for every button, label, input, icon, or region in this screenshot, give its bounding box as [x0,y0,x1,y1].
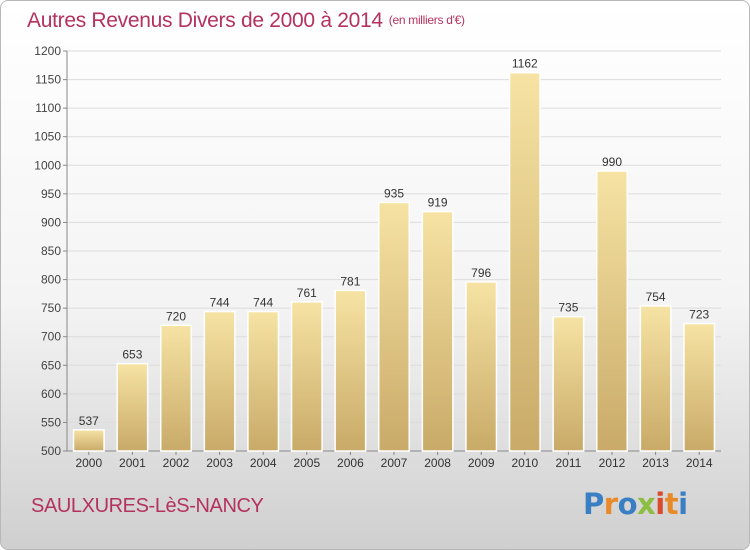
title-unit: (en milliers d'€) [388,13,465,27]
bar [247,310,280,452]
y-tick-label: 950 [41,187,61,201]
bars [72,71,716,452]
tick-labels: 500 550 600 650 700 750 800 850 900 950 1000 1050 11… [34,44,713,470]
logo-letter: r [603,487,618,521]
y-tick-label: 600 [41,387,61,401]
bar [639,305,672,452]
bar [508,71,541,452]
data-label: 990 [602,155,622,169]
data-labels: 537 653 720 744 744 761 781 935 919 796 1162 735 990… [79,57,710,428]
y-tick-label: 1100 [35,101,61,115]
x-tick-label: 2001 [119,456,146,470]
x-tick-label: 2014 [686,456,713,470]
bar [421,210,454,452]
title-text: Autres Revenus Divers de 2000 à 2014 [27,9,383,32]
y-tick-label: 550 [41,415,61,429]
bar [377,201,411,452]
bar [116,362,149,452]
y-tick-label: 900 [41,215,61,229]
y-tick-label: 800 [41,273,61,287]
x-tick-label: 2013 [642,456,669,470]
x-tick-label: 2010 [511,456,538,470]
x-tick-label: 2011 [555,456,581,470]
y-tick-label: 1150 [35,73,61,87]
data-label: 720 [166,309,186,323]
x-tick-label: 2006 [337,456,364,470]
data-label: 1162 [512,57,538,71]
x-tick-label: 2008 [424,456,451,470]
y-tick-label: 500 [41,444,61,458]
data-label: 744 [210,296,230,310]
data-label: 781 [340,274,360,288]
bar [290,301,323,452]
y-tick-label: 1000 [34,158,61,172]
bar [683,322,716,452]
data-label: 796 [471,266,491,280]
logo-letter: P [583,487,604,521]
x-tick-label: 2012 [599,456,626,470]
x-tick-label: 2004 [250,456,277,470]
y-tick-label: 700 [41,330,61,344]
x-tick-label: 2003 [206,456,233,470]
data-label: 723 [689,308,709,322]
data-label: 744 [253,296,273,310]
bar [203,310,236,452]
bar [552,315,585,452]
y-tick-label: 850 [41,244,61,258]
data-label: 537 [79,414,99,428]
chart-title: Autres Revenus Divers de 2000 à 2014 (en … [27,9,465,33]
logo-letter: i [655,487,665,521]
bar [334,289,367,452]
data-label: 735 [558,301,578,315]
data-label: 653 [122,348,142,362]
logo-letter: i [678,487,688,521]
bar [595,170,629,452]
y-tick-label: 1050 [34,130,61,144]
logo-letter: o [617,487,638,521]
logo-letter: t [664,487,679,521]
y-tick-label: 650 [41,358,61,372]
x-tick-label: 2009 [468,456,495,470]
data-label: 761 [297,286,317,300]
town-name: SAULXURES-LèS-NANCY [31,495,264,517]
data-label: 919 [428,196,448,210]
data-label: 754 [646,290,666,304]
logo-letter: x [637,487,656,521]
bar [465,281,498,452]
x-tick-label: 2007 [381,456,408,470]
x-tick-label: 2002 [163,456,190,470]
bar [159,324,193,452]
x-tick-label: 2005 [293,456,320,470]
x-tick-label: 2000 [75,456,102,470]
y-tick-label: 750 [41,301,61,315]
data-label: 935 [384,186,404,200]
proxiti-logo: Proxiti [583,487,688,521]
y-tick-label: 1200 [34,44,61,58]
bar [72,429,105,452]
